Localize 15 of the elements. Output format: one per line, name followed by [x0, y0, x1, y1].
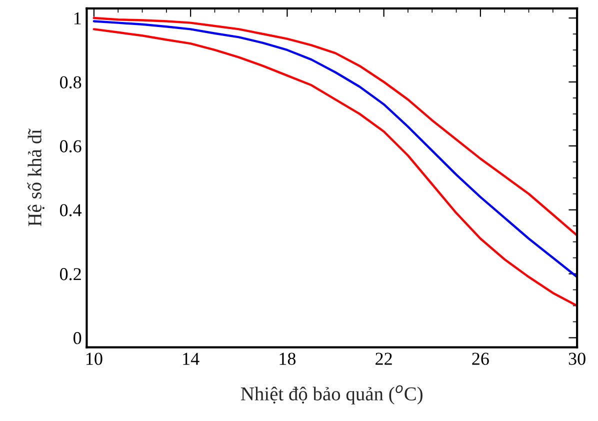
y-axis-title: Hệ số khả dĩ [27, 128, 44, 226]
line-series [92, 16, 578, 237]
x-tick-label: 22 [376, 352, 392, 365]
y-tick-label: 0.6 [60, 140, 82, 152]
x-tick-label: 26 [472, 352, 489, 365]
x-tick-label: 30 [568, 352, 586, 365]
x-tick-label: 18 [280, 352, 296, 365]
x-tick-label: 10 [86, 352, 102, 365]
y-tick-label: 1 [74, 12, 81, 24]
x-tick-label: 14 [183, 352, 200, 365]
y-tick-label: 0.4 [60, 204, 82, 216]
x-axis-title: Nhiệt độ bảo quản ($^{o}$C) [240, 385, 422, 404]
y-tick-label: 0 [74, 332, 82, 344]
y-tick-label: 0.2 [60, 268, 81, 280]
y-tick-label: 0.8 [60, 76, 82, 88]
